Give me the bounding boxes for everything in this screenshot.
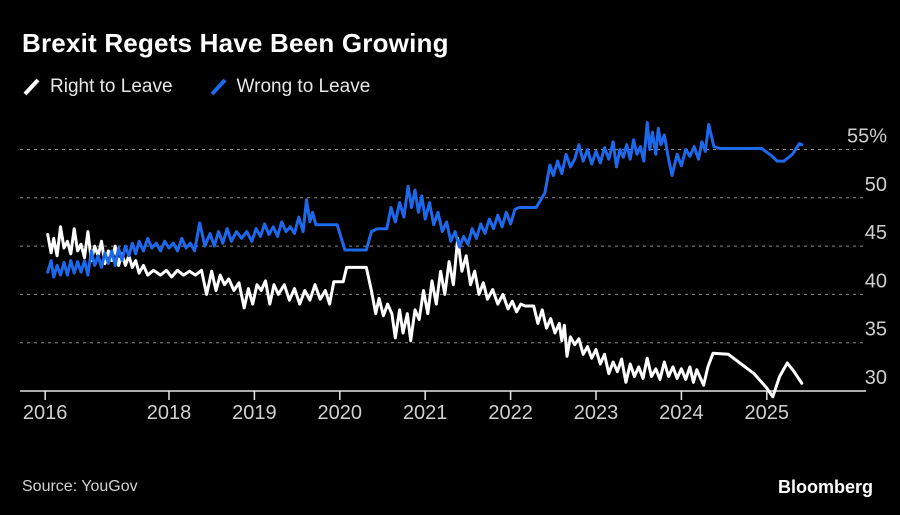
x-tick-label: 2023 (574, 402, 619, 424)
x-tick-label: 2022 (488, 402, 533, 424)
series-right-to-leave (46, 225, 804, 399)
x-tick-label: 2016 (23, 402, 68, 424)
chart-title: Brexit Regets Have Been Growing (22, 28, 449, 58)
x-tick-label: 2020 (318, 402, 363, 424)
legend-swatch-blue-icon (210, 78, 226, 96)
y-axis-label: 45 (865, 222, 887, 244)
x-tick-label: 2025 (745, 402, 790, 424)
y-axis-label: 55% (847, 126, 887, 148)
source-credit: Source: YouGov (22, 478, 138, 495)
y-axis-label: 40 (865, 270, 887, 292)
y-axis-label: 30 (865, 367, 887, 389)
legend-swatch-white-icon (23, 78, 40, 96)
series-wrong-to-leave (46, 121, 804, 279)
x-tick-label: 2021 (403, 402, 448, 424)
x-tick-label: 2018 (147, 402, 192, 424)
y-axis-label: 50 (865, 174, 887, 196)
legend-item-right-to-leave: Right to Leave (22, 76, 173, 98)
x-tick-label: 2019 (232, 402, 277, 424)
legend-label-right-to-leave: Right to Leave (50, 76, 173, 97)
legend-item-wrong-to-leave: Wrong to Leave (209, 76, 371, 98)
chart-legend: Right to Leave Wrong to Leave (22, 76, 370, 98)
y-axis-label: 35 (865, 319, 887, 341)
legend-label-wrong-to-leave: Wrong to Leave (236, 76, 371, 97)
bloomberg-logo: Bloomberg (777, 477, 873, 497)
x-tick-label: 2024 (659, 402, 704, 424)
